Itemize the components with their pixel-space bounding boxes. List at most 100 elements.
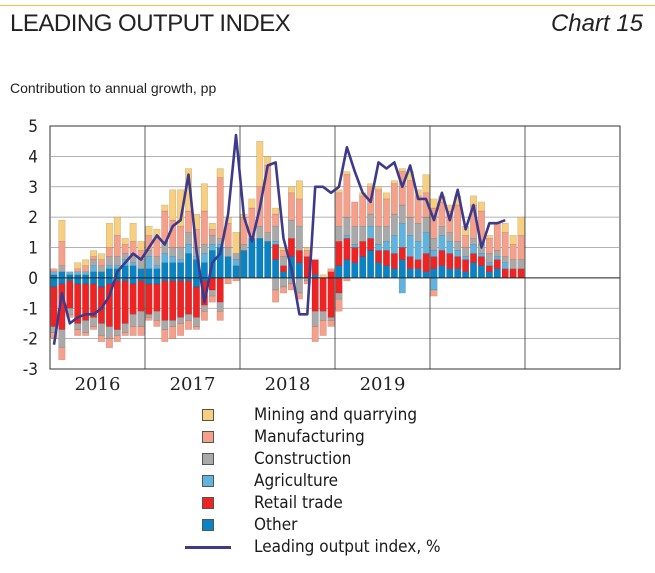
bar-segment-construction: [232, 253, 240, 260]
bar-segment-agriculture: [438, 235, 446, 251]
legend-label: Mining and quarrying: [254, 405, 418, 425]
bar-segment-agriculture: [375, 244, 382, 251]
bar-segment-other: [121, 265, 129, 279]
bar-segment-agriculture: [406, 235, 414, 257]
bar-segment-manufacturing: [113, 235, 121, 257]
bar-segment-retail: [343, 238, 351, 260]
y-tick-label: 0: [28, 269, 38, 289]
bar-segment-mining: [272, 207, 280, 215]
chart-title: LEADING OUTPUT INDEX: [10, 10, 291, 37]
bar-segment-manufacturing: [311, 326, 319, 342]
bar-segment-construction: [288, 219, 295, 239]
bar-segment-mining: [161, 204, 169, 212]
bar-segment-construction: [177, 247, 185, 260]
bar-segment-retail: [446, 253, 454, 269]
bar-segment-mining: [129, 222, 137, 242]
bar-segment-agriculture: [430, 277, 438, 291]
bar-segment-manufacturing: [74, 268, 82, 273]
bar-segment-mining: [303, 247, 311, 251]
bar-segment-manufacturing: [153, 320, 161, 327]
bar-segment-retail: [129, 283, 137, 315]
bar-segment-construction: [153, 311, 161, 321]
legend-swatch-other: [202, 519, 214, 531]
bar-segment-retail: [478, 256, 485, 266]
bar-segment-other: [98, 277, 105, 288]
bar-segment-construction: [185, 232, 192, 245]
bar-segment-agriculture: [422, 232, 430, 254]
bar-segment-other: [105, 268, 113, 279]
bar-segment-other: [462, 271, 470, 279]
bar-segment-manufacturing: [98, 335, 105, 342]
bar-segment-agriculture: [462, 256, 470, 260]
bar-segment-construction: [414, 222, 422, 242]
bar-segment-retail: [430, 256, 438, 269]
bar-segment-other: [169, 262, 177, 279]
bar-segment-other: [58, 271, 66, 279]
bar-segment-mining: [153, 229, 161, 239]
bar-segment-construction: [74, 323, 82, 330]
bar-segment-construction: [58, 265, 66, 273]
legend-item-construction: Construction: [185, 448, 441, 470]
bar-segment-other: [485, 271, 493, 279]
bar-segment-construction: [327, 317, 335, 321]
bar-segment-construction: [208, 289, 216, 297]
bar-segment-agriculture: [145, 256, 153, 269]
legend-swatch-manufacturing: [202, 431, 214, 443]
bar-segment-construction: [153, 256, 161, 266]
bar-segment-manufacturing: [169, 326, 177, 339]
bar-segment-other: [478, 265, 485, 279]
bar-segment-other: [470, 262, 477, 279]
bar-segment-manufacturing: [105, 338, 113, 348]
bar-segment-construction: [446, 232, 454, 242]
bar-segment-construction: [359, 226, 367, 242]
y-tick-label: 2: [28, 208, 38, 228]
bar-segment-mining: [256, 140, 264, 187]
bar-segment-manufacturing: [438, 201, 446, 227]
bar-segment-other: [232, 265, 240, 279]
bar-segment-agriculture: [414, 241, 422, 260]
bar-segment-manufacturing: [383, 198, 390, 227]
bar-segment-construction: [406, 216, 414, 236]
bar-segment-other: [295, 262, 303, 279]
bar-segment-construction: [295, 226, 303, 251]
bar-segment-other: [272, 259, 280, 279]
bar-segment-other: [406, 268, 414, 279]
legend-item-retail: Retail trade: [185, 492, 441, 514]
legend-label: Other: [254, 515, 298, 535]
bar-segment-mining: [98, 253, 105, 260]
bar-segment-other: [493, 268, 501, 279]
bar-segment-mining: [430, 198, 438, 209]
y-tick-label: -3: [23, 360, 38, 380]
bar-segment-mining: [501, 222, 509, 233]
bar-segment-other: [438, 265, 446, 279]
bar-segment-other: [351, 262, 359, 279]
bar-segment-other: [90, 277, 97, 285]
bar-segment-construction: [335, 226, 343, 242]
leading-index-line: [52, 133, 506, 345]
bar-segment-other: [375, 262, 382, 279]
bar-segment-manufacturing: [319, 320, 327, 336]
bar-segment-construction: [256, 226, 264, 239]
bar-segment-agriculture: [343, 235, 351, 239]
bar-segment-construction: [113, 256, 121, 266]
bar-segment-retail: [359, 241, 367, 257]
bar-segment-construction: [272, 226, 280, 242]
bar-segment-agriculture: [430, 250, 438, 257]
bar-segment-agriculture: [493, 256, 501, 260]
y-tick-label: 5: [28, 117, 38, 137]
bar-segment-mining: [232, 232, 240, 254]
bar-segment-construction: [295, 277, 303, 294]
bar-segment-retail: [311, 277, 319, 312]
bar-segment-agriculture: [74, 271, 82, 276]
bar-segment-construction: [169, 247, 177, 257]
bar-segment-mining: [169, 189, 177, 221]
bar-segment-manufacturing: [390, 183, 398, 215]
bar-segment-retail: [66, 280, 74, 309]
bar-segment-construction: [462, 247, 470, 257]
bar-segment-agriculture: [161, 253, 169, 263]
bar-segment-retail: [509, 268, 517, 279]
stacked-bar-line-chart: 5 4 3 2 1 0 -1 -2 -3 2016 2017 2018 2019: [23, 117, 621, 395]
bar-segment-agriculture: [272, 241, 280, 245]
bar-segment-manufacturing: [295, 198, 303, 227]
bar-segment-construction: [343, 216, 351, 236]
